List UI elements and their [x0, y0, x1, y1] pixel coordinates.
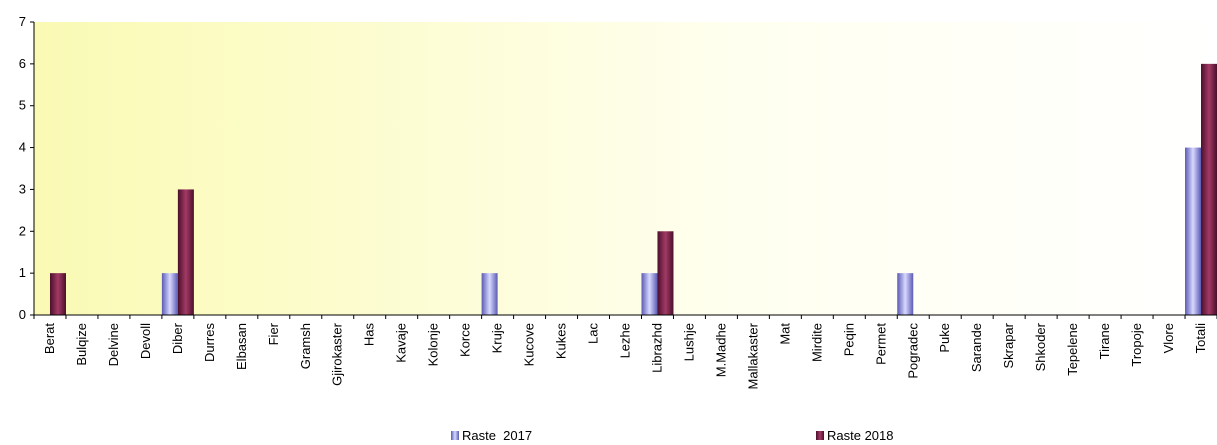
x-tick-label-devoll: Devoll	[138, 323, 153, 359]
y-tick-label: 3	[19, 181, 26, 196]
legend-item-2018: Raste 2018	[816, 428, 894, 443]
legend: Raste 2017 Raste 2018	[0, 428, 1217, 444]
x-tick-label-tropoje: Tropoje	[1129, 323, 1144, 367]
y-tick-label: 0	[19, 307, 26, 322]
x-tick-label-mallakaster: Mallakaster	[745, 322, 760, 389]
x-tick-label-kukes: Kukes	[554, 323, 569, 360]
x-tick-label-kolonje: Kolonje	[426, 323, 441, 366]
bar-raste-2018-diber	[177, 189, 194, 315]
x-tick-label-vlore: Vlore	[1161, 323, 1176, 353]
legend-label-2018: Raste 2018	[827, 428, 894, 443]
x-tick-label-puke: Puke	[937, 323, 952, 353]
x-tick-label-has: Has	[362, 323, 377, 347]
x-tick-label-tirane: Tirane	[1097, 323, 1112, 359]
x-tick-labels: Berat Bulqize Delvine Devoll Diber Durres Elba…	[42, 322, 1208, 389]
x-tick-label-gjirokaster: Gjirokaster	[330, 322, 345, 386]
x-tick-label-diber: Diber	[170, 322, 185, 354]
x-tick-label-lushje: Lushje	[681, 323, 696, 361]
legend-item-2017: Raste 2017	[451, 428, 532, 443]
legend-swatch-2018	[816, 431, 824, 440]
x-tick-label-kruje: Kruje	[490, 323, 505, 353]
x-tick-label-tepelene: Tepelene	[1065, 323, 1080, 376]
x-tick-label-delvine: Delvine	[106, 323, 121, 366]
x-tick-label-mirdite: Mirdite	[809, 323, 824, 362]
x-tick-label-korce: Korce	[458, 323, 473, 357]
x-tick-label-durres: Durres	[202, 323, 217, 363]
x-tick-label-kucove: Kucove	[522, 323, 537, 366]
y-tick-label: 7	[19, 14, 26, 29]
x-tick-label-bulqize: Bulqize	[74, 323, 89, 366]
x-tick-label-pogradec: Pogradec	[905, 323, 920, 379]
x-tick-label-totali: Totali	[1193, 323, 1208, 353]
legend-swatch-2017	[451, 431, 459, 440]
x-tick-label-elbasan: Elbasan	[234, 323, 249, 370]
plot-area	[34, 22, 1217, 315]
y-tick-label: 4	[19, 140, 26, 155]
bars-layer	[49, 63, 1217, 315]
bar-raste-2018-totali	[1201, 63, 1217, 315]
bar-raste-2017-totali	[1185, 147, 1202, 315]
y-tick-label: 5	[19, 98, 26, 113]
x-tick-label-kavaje: Kavaje	[394, 323, 409, 363]
x-tick-label-peqin: Peqin	[841, 323, 856, 356]
bar-raste-2017-kruje	[481, 273, 498, 315]
y-tick-labels: 0 1 2 3 4 5 6 7	[19, 14, 26, 322]
x-tick-label-librazhd: Librazhd	[649, 323, 664, 373]
x-tick-label-lac: Lac	[586, 323, 601, 344]
x-tick-label-fier: Fier	[266, 322, 281, 345]
x-tick-label-skrapar: Skrapar	[1001, 322, 1016, 368]
bar-raste-2017-librazhd	[641, 273, 658, 315]
x-tick-label-lezhe: Lezhe	[618, 323, 633, 358]
bar-raste-2018-librazhd	[657, 231, 674, 315]
y-tick-label: 6	[19, 56, 26, 71]
bar-raste-2017-pogradec	[897, 273, 914, 315]
x-tick-label-sarande: Sarande	[969, 323, 984, 372]
y-tick-label: 2	[19, 223, 26, 238]
x-tick-label-m-madhe: M.Madhe	[713, 323, 728, 377]
x-tick-label-berat: Berat	[42, 323, 57, 354]
x-tick-label-mat: Mat	[777, 323, 792, 345]
legend-label-2017: Raste 2017	[462, 428, 533, 443]
bar-raste-2017-diber	[161, 273, 178, 315]
x-tick-label-shkoder: Shkoder	[1033, 322, 1048, 371]
bar-raste-2018-berat	[49, 273, 66, 315]
y-tick-label: 1	[19, 265, 26, 280]
x-tick-label-gramsh: Gramsh	[298, 323, 313, 369]
x-tick-label-permet: Permet	[873, 323, 888, 365]
axes-layer	[30, 21, 1217, 319]
